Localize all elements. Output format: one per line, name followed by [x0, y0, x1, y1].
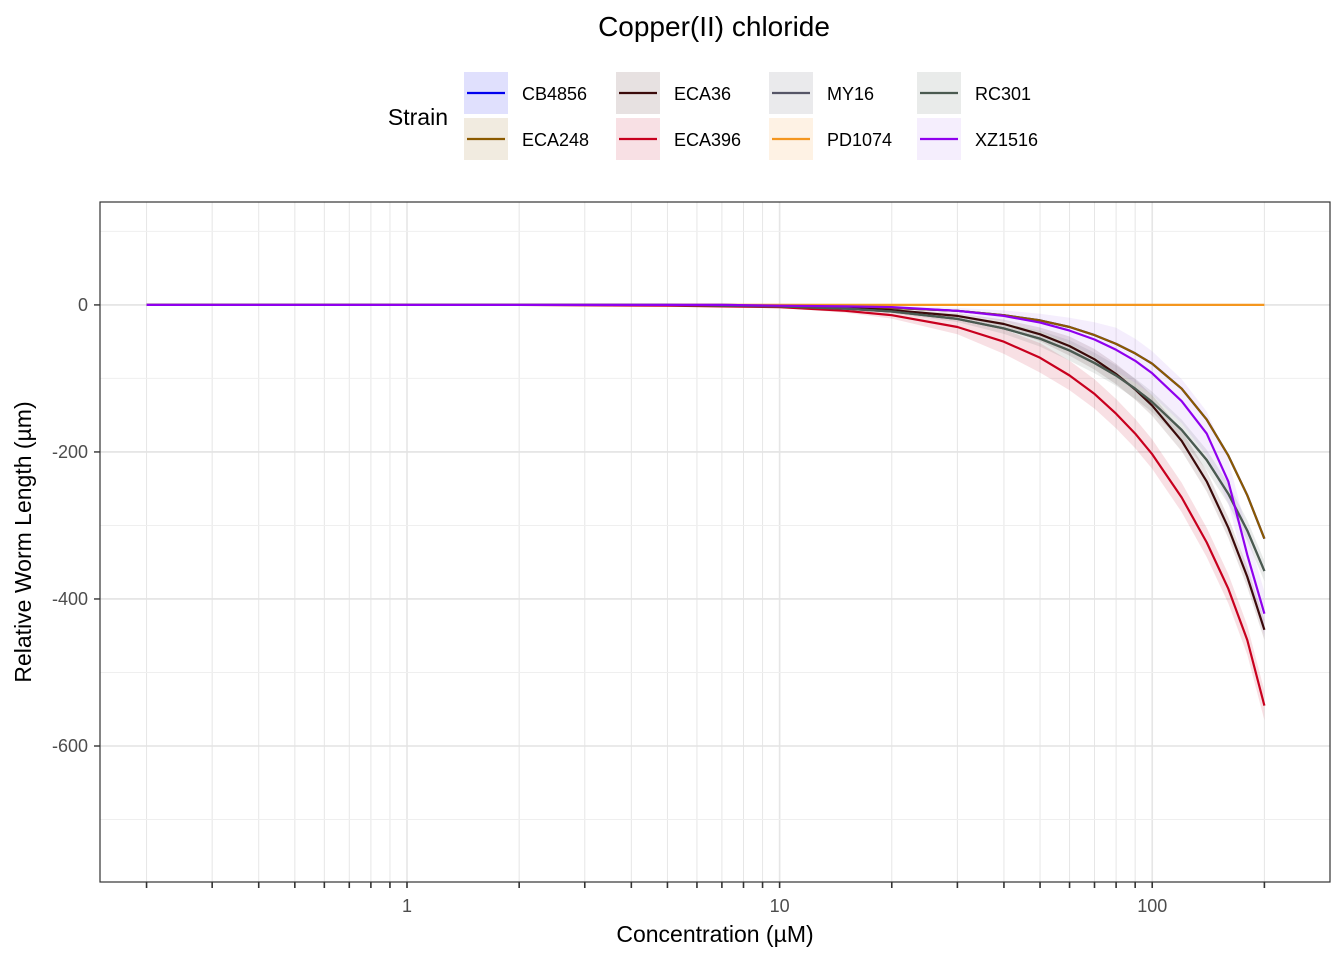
y-axis-title: Relative Worm Length (µm) [10, 401, 36, 682]
legend-label: ECA248 [522, 130, 589, 150]
legend-item-eca396: ECA396 [616, 118, 741, 160]
y-tick-label: -600 [52, 736, 88, 756]
grid [100, 202, 1331, 882]
legend-item-pd1074: PD1074 [769, 118, 892, 160]
legend-label: ECA36 [674, 84, 731, 104]
legend-label: MY16 [827, 84, 874, 104]
chart-title: Copper(II) chloride [598, 11, 830, 42]
legend-item-cb4856: CB4856 [464, 72, 587, 114]
legend-item-my16: MY16 [769, 72, 874, 114]
x-axis: 1 10 100 [145, 882, 1266, 916]
legend-item-xz1516: XZ1516 [917, 118, 1038, 160]
y-tick-label: -200 [52, 442, 88, 462]
legend-title: Strain [388, 104, 448, 130]
plot-background [100, 202, 1330, 882]
y-tick-label: 0 [78, 295, 88, 315]
legend-label: CB4856 [522, 84, 587, 104]
legend-label: PD1074 [827, 130, 892, 150]
plot-area [99, 201, 1331, 883]
legend-label: RC301 [975, 84, 1031, 104]
x-tick-label: 10 [770, 896, 790, 916]
x-tick-label: 1 [402, 896, 412, 916]
y-axis: 0 -200 -400 -600 [52, 295, 100, 756]
x-axis-title: Concentration (µM) [616, 921, 813, 947]
legend-label: ECA396 [674, 130, 741, 150]
legend: Strain CB4856 ECA248 ECA36 ECA396 MY16 PD1074… [388, 72, 1038, 160]
series-lines [146, 303, 1266, 706]
x-tick-label: 100 [1137, 896, 1167, 916]
y-tick-label: -400 [52, 589, 88, 609]
legend-item-eca36: ECA36 [616, 72, 731, 114]
legend-item-rc301: RC301 [917, 72, 1031, 114]
series-line-xz1516 [146, 303, 1266, 615]
legend-item-eca248: ECA248 [464, 118, 589, 160]
plot-border [99, 201, 1331, 883]
legend-label: XZ1516 [975, 130, 1038, 150]
